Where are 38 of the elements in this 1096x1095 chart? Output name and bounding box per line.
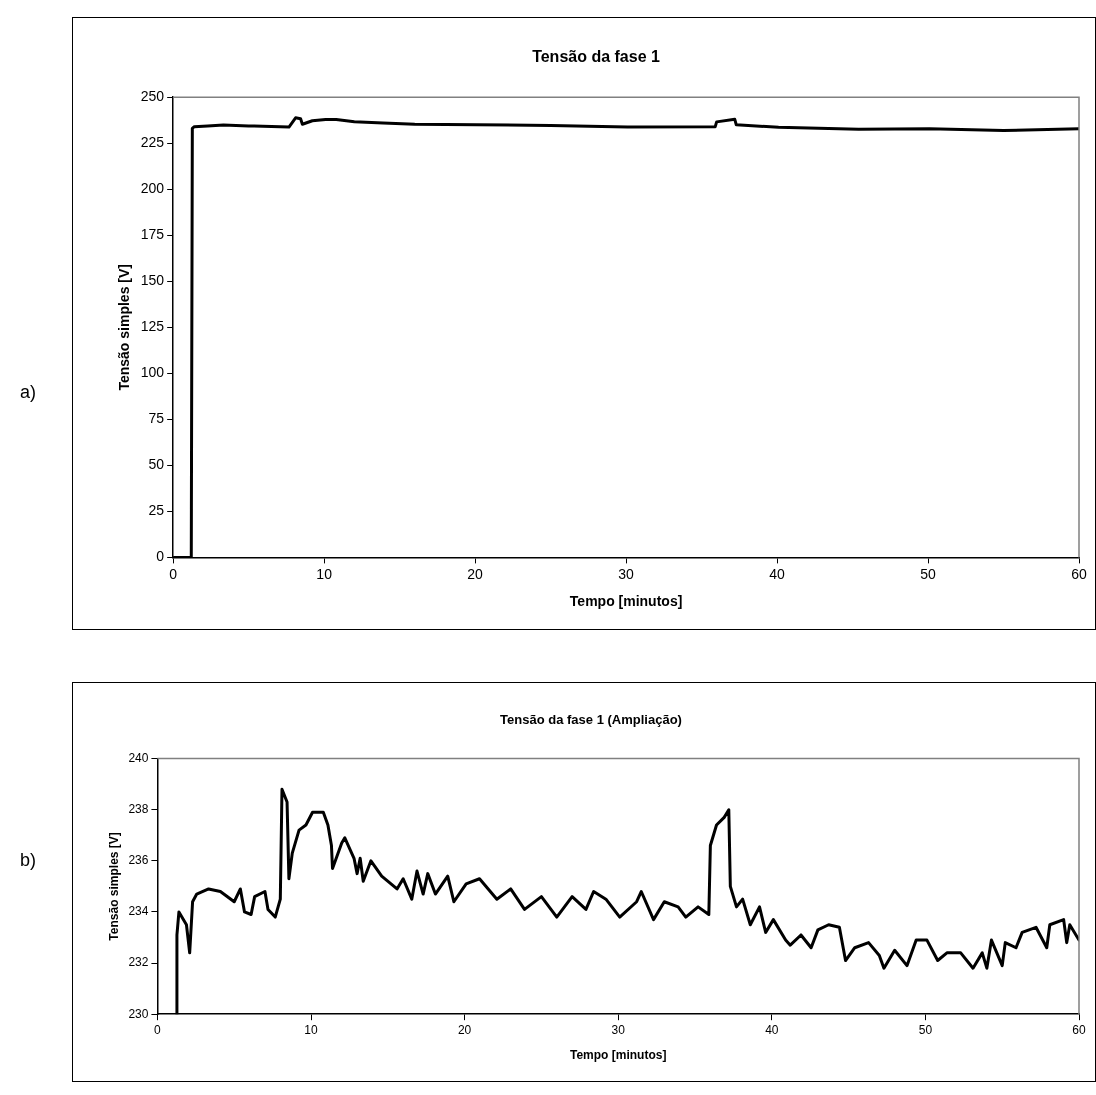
chart-title: Tensão da fase 1 <box>532 48 660 66</box>
text: b) <box>20 850 37 871</box>
y-tick-label: 236 <box>128 853 149 868</box>
y-tick-label: 50 <box>148 456 165 473</box>
x-tick-label: 20 <box>467 565 484 582</box>
y-tick-label: 75 <box>148 410 165 427</box>
y-tick-label: 25 <box>148 502 165 519</box>
x-axis-title: Tempo [minutos] <box>569 593 683 610</box>
x-tick-label: 40 <box>765 1022 779 1037</box>
x-axis-title: Tempo [minutos] <box>569 1048 667 1063</box>
x-tick-label: 50 <box>918 1022 933 1037</box>
y-tick-label: 250 <box>140 88 165 105</box>
x-tick-label: 0 <box>169 565 178 582</box>
chart-title: Tensão da fase 1 (Ampliação) <box>500 712 682 728</box>
x-tick-label: 40 <box>769 565 786 582</box>
text: a) <box>20 382 37 403</box>
y-tick-label: 230 <box>128 1006 149 1021</box>
y-tick-label: 100 <box>140 364 165 381</box>
y-tick-label: 175 <box>140 226 165 243</box>
x-tick-label: 20 <box>457 1022 472 1037</box>
x-tick-label: 50 <box>920 565 937 582</box>
y-tick-label: 200 <box>140 180 165 197</box>
y-axis-title: Tensão simples [V] <box>116 264 133 391</box>
y-tick-label: 125 <box>140 318 165 335</box>
y-tick-label: 0 <box>156 548 165 565</box>
y-tick-label: 238 <box>128 802 149 817</box>
x-tick-label: 30 <box>618 565 635 582</box>
x-tick-label: 10 <box>316 565 333 582</box>
x-tick-label: 60 <box>1072 1022 1086 1037</box>
y-tick-label: 232 <box>128 955 149 970</box>
x-tick-label: 60 <box>1071 565 1087 582</box>
y-tick-label: 234 <box>128 904 149 919</box>
x-tick-label: 30 <box>611 1022 626 1037</box>
y-axis-title: Tensão simples [V] <box>106 832 121 941</box>
x-tick-label: 10 <box>304 1022 319 1037</box>
y-tick-label: 225 <box>140 134 165 151</box>
y-tick-label: 150 <box>140 272 165 289</box>
y-tick-label: 240 <box>128 750 149 765</box>
